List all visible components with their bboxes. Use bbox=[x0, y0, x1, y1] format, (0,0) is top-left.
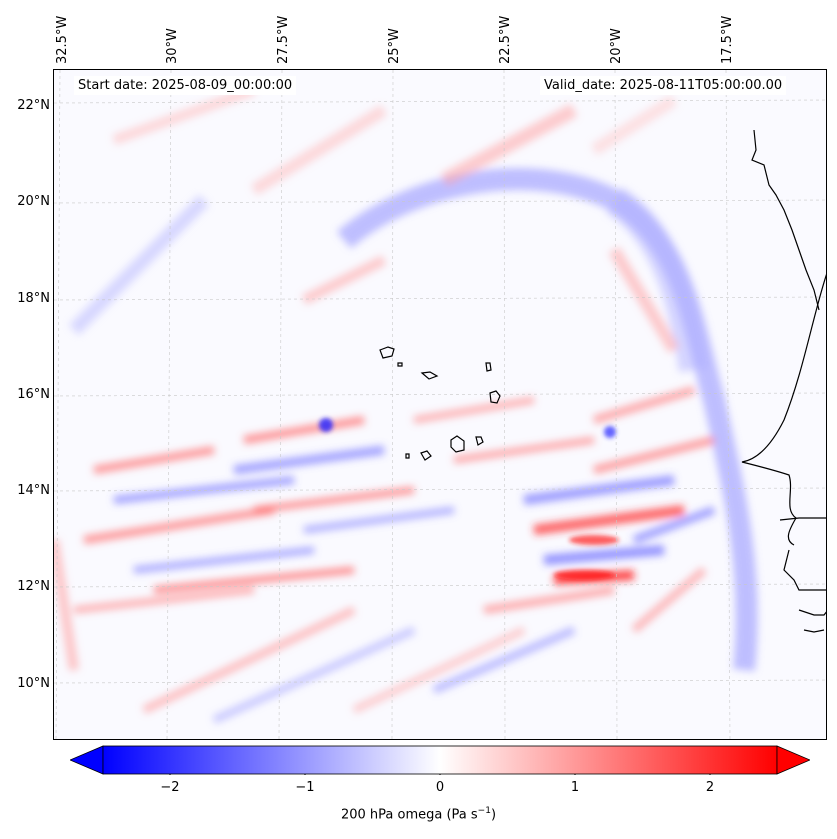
lat-label-12n: 12°N bbox=[17, 579, 50, 594]
colorbar bbox=[68, 745, 812, 778]
lat-label-14n: 14°N bbox=[17, 483, 50, 498]
colorbar-tick-label: 2 bbox=[705, 780, 715, 795]
omega-pattern bbox=[54, 85, 758, 724]
colorbar-tick-label: −2 bbox=[160, 780, 180, 795]
colorbar-extend-max bbox=[776, 745, 812, 775]
lon-label-32-5w: 32.5°W bbox=[55, 15, 70, 64]
lat-label-22n: 22°N bbox=[17, 98, 50, 113]
lat-label-10n: 10°N bbox=[17, 676, 50, 691]
colorbar-extend-min bbox=[68, 745, 104, 775]
lon-label-22-5w: 22.5°W bbox=[498, 15, 513, 64]
colorbar-tick-label: 1 bbox=[570, 780, 580, 795]
coastlines bbox=[379, 129, 826, 633]
lon-label-20w: 20°W bbox=[609, 28, 624, 64]
graticule bbox=[54, 70, 826, 739]
colorbar-tick-label: 0 bbox=[435, 780, 445, 795]
lon-label-30w: 30°W bbox=[165, 28, 180, 64]
lon-label-27-5w: 27.5°W bbox=[276, 15, 291, 64]
colorbar-label: 200 hPa omega (Pa s−1) bbox=[340, 806, 497, 823]
lat-label-20n: 20°N bbox=[17, 194, 50, 209]
colorbar-tick-label: −1 bbox=[295, 780, 315, 795]
lon-label-25w: 25°W bbox=[387, 28, 402, 64]
omega-field-map bbox=[54, 70, 826, 739]
start-date-label: Start date: 2025-08-09_00:00:00 bbox=[74, 76, 297, 95]
map-panel bbox=[53, 69, 827, 740]
colorbar-gradient bbox=[102, 745, 778, 775]
lat-label-18n: 18°N bbox=[17, 291, 50, 306]
lon-label-17-5w: 17.5°W bbox=[720, 15, 735, 64]
valid-date-label: Valid_date: 2025-08-11T05:00:00.00 bbox=[540, 76, 787, 95]
lat-label-16n: 16°N bbox=[17, 387, 50, 402]
